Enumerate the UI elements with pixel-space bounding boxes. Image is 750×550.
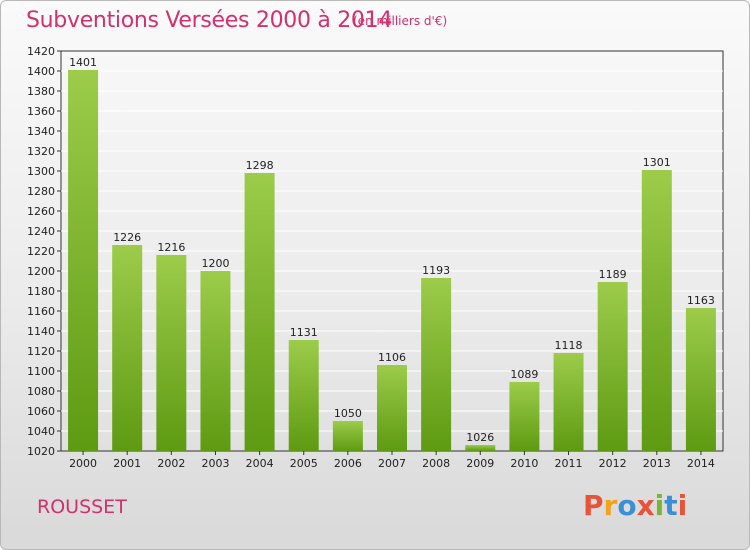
value-label: 1089 (510, 368, 538, 381)
bar-2007 (377, 365, 407, 451)
x-tick-label: 2013 (643, 457, 671, 470)
y-tick-label: 1380 (27, 85, 55, 98)
y-tick-label: 1180 (27, 285, 55, 298)
x-tick-label: 2001 (113, 457, 141, 470)
bar-2011 (553, 353, 584, 451)
bar-2013 (641, 170, 672, 451)
x-tick-label: 2012 (599, 457, 627, 470)
value-label: 1298 (246, 159, 274, 172)
y-tick-label: 1420 (27, 45, 55, 58)
y-tick-label: 1020 (27, 445, 55, 458)
x-tick-label: 2010 (510, 457, 538, 470)
bar-2003 (200, 271, 231, 451)
value-label: 1301 (643, 156, 671, 169)
logo-letter: o (617, 489, 637, 522)
y-tick-label: 1060 (27, 405, 55, 418)
proxiti-logo[interactable]: Proxiti (583, 489, 687, 522)
logo-letter: i (677, 489, 688, 522)
value-label: 1050 (334, 407, 362, 420)
y-tick-label: 1360 (27, 105, 55, 118)
chart-title: Subventions Versées 2000 à 2014 (26, 8, 393, 33)
bars (68, 70, 716, 451)
y-tick-label: 1260 (27, 205, 55, 218)
y-axis-ticks: 1020 1040 1060 1080 1100 1120 1140 1160 1180 1200… (27, 45, 61, 458)
value-label: 1106 (378, 351, 406, 364)
y-tick-label: 1080 (27, 385, 55, 398)
logo-letter: P (583, 489, 604, 522)
y-tick-label: 1140 (27, 325, 55, 338)
bar-2004 (244, 173, 275, 451)
bar-2014 (685, 308, 716, 451)
y-tick-label: 1300 (27, 165, 55, 178)
value-label: 1193 (422, 264, 450, 277)
bar-2005 (288, 340, 319, 451)
value-label: 1226 (113, 231, 141, 244)
y-tick-label: 1100 (27, 365, 55, 378)
y-tick-label: 1280 (27, 185, 55, 198)
bar-2000 (68, 70, 99, 451)
bar-2002 (156, 255, 187, 451)
commune-name: ROUSSET (37, 496, 127, 518)
value-label: 1026 (466, 431, 494, 444)
x-tick-label: 2005 (290, 457, 318, 470)
x-tick-label: 2011 (555, 457, 583, 470)
value-label: 1163 (687, 294, 715, 307)
bar-2001 (112, 245, 143, 451)
y-tick-label: 1320 (27, 145, 55, 158)
value-labels: 1401 1226 1216 1200 1298 1131 1050 1106 1193 1026… (69, 56, 715, 444)
x-tick-label: 2002 (157, 457, 185, 470)
logo-letter: t (664, 489, 678, 522)
x-tick-label: 2004 (246, 457, 274, 470)
x-tick-label: 2009 (466, 457, 494, 470)
bar-2008 (421, 278, 452, 451)
bar-2012 (597, 282, 628, 451)
value-label: 1118 (555, 339, 583, 352)
y-tick-label: 1120 (27, 345, 55, 358)
value-label: 1401 (69, 56, 97, 69)
logo-letter: x (636, 489, 655, 522)
y-tick-label: 1340 (27, 125, 55, 138)
value-label: 1189 (599, 268, 627, 281)
y-tick-label: 1400 (27, 65, 55, 78)
value-label: 1131 (290, 326, 318, 339)
x-tick-label: 2000 (69, 457, 97, 470)
x-tick-label: 2006 (334, 457, 362, 470)
y-tick-label: 1040 (27, 425, 55, 438)
bar-2009 (465, 445, 496, 451)
logo-letter: i (654, 489, 665, 522)
x-tick-label: 2003 (201, 457, 229, 470)
y-tick-label: 1240 (27, 225, 55, 238)
value-label: 1216 (157, 241, 185, 254)
chart-subtitle: (en milliers d'€) (353, 14, 448, 28)
x-tick-label: 2007 (378, 457, 406, 470)
x-axis-ticks: 2000 2001 2002 2003 2004 2005 2006 2007 2008 2009… (69, 451, 715, 470)
y-tick-label: 1160 (27, 305, 55, 318)
y-tick-label: 1200 (27, 265, 55, 278)
bar-2010 (509, 382, 540, 451)
x-tick-label: 2008 (422, 457, 450, 470)
bar-2006 (332, 421, 363, 451)
x-tick-label: 2014 (687, 457, 715, 470)
value-label: 1200 (201, 257, 229, 270)
logo-letter: r (603, 489, 618, 522)
y-tick-label: 1220 (27, 245, 55, 258)
